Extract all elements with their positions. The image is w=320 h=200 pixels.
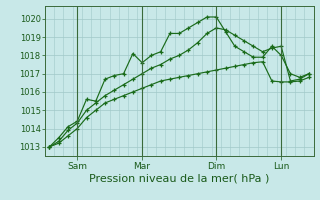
X-axis label: Pression niveau de la mer( hPa ): Pression niveau de la mer( hPa ) [89, 173, 269, 183]
